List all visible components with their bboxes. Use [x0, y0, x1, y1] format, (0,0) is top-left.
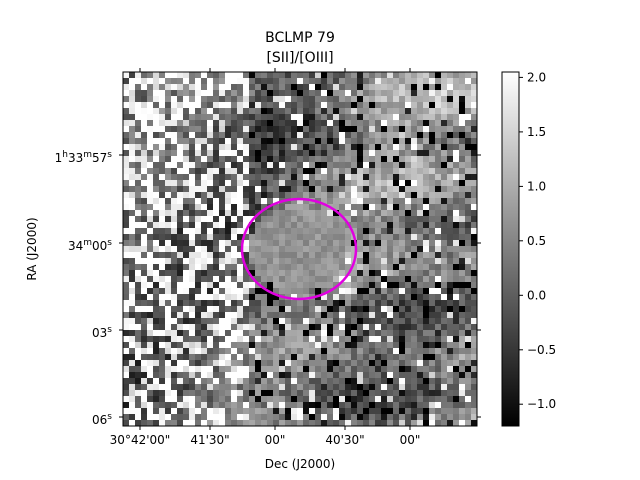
- y-tick-labels: 1h33m57s 34m00s 03s 06s: [55, 150, 113, 427]
- y-tick-label: 06s: [92, 412, 112, 427]
- colorbar-tick-label: −1.0: [527, 397, 556, 411]
- colorbar-tick-label: 1.5: [527, 125, 546, 139]
- colorbar: [502, 72, 519, 426]
- ratio-map-image: [123, 72, 477, 426]
- colorbar-tick-label: −0.5: [527, 343, 556, 357]
- x-tick-marks: [139, 68, 411, 430]
- y-tick-label: 03s: [92, 325, 112, 340]
- colorbar-tick-label: 0.0: [527, 288, 546, 302]
- colorbar-tick-label: 0.5: [527, 234, 546, 248]
- x-tick-label: 00": [400, 433, 421, 447]
- y-tick-marks: [119, 154, 481, 418]
- colorbar-ticks: −1.0 −0.5 0.0 0.5 1.0 1.5 2.0: [519, 70, 556, 411]
- region-ellipse: [240, 197, 358, 301]
- x-tick-label: 30°42'00": [110, 433, 171, 447]
- colorbar-tick-label: 1.0: [527, 179, 546, 193]
- colorbar-tick-label: 2.0: [527, 70, 546, 84]
- chart-title: BCLMP 79: [265, 30, 335, 46]
- chart-subtitle: [SII]/[OIII]: [266, 50, 333, 66]
- colorbar-frame: [501, 71, 520, 427]
- y-axis-label: RA (J2000): [25, 217, 39, 280]
- y-tick-label: 34m00s: [68, 238, 112, 253]
- x-tick-label: 40'30": [325, 433, 364, 447]
- plot-frame: [122, 71, 478, 427]
- x-tick-label: 41'30": [190, 433, 229, 447]
- x-tick-labels: 30°42'00" 41'30" 00" 40'30" 00": [110, 433, 421, 447]
- x-tick-label: 00": [265, 433, 286, 447]
- x-axis-label: Dec (J2000): [265, 457, 335, 471]
- y-tick-label: 1h33m57s: [55, 150, 113, 165]
